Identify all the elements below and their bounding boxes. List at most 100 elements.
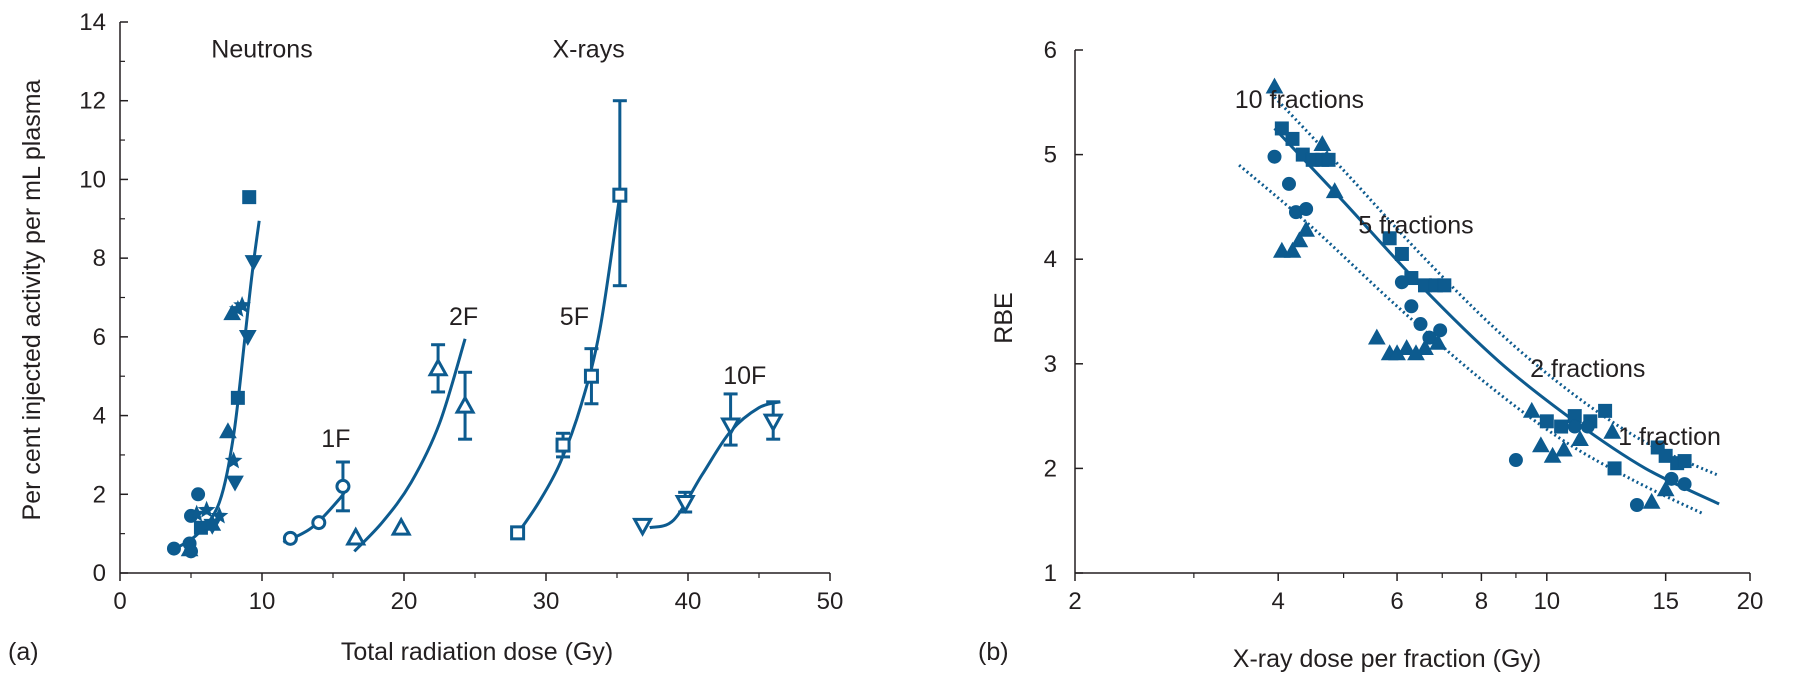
data-point-circle	[1281, 176, 1296, 191]
x-tick-label: 15	[1652, 588, 1679, 615]
data-point-square	[1437, 278, 1452, 293]
data-point-square	[1382, 231, 1397, 246]
data-point-triangle-up	[1603, 422, 1622, 439]
data-point-circle	[282, 530, 298, 546]
data-point-star	[197, 500, 216, 518]
data-point-circle	[311, 515, 327, 531]
data-point-circle	[166, 541, 181, 556]
x-tick-label: 2	[1068, 588, 1081, 615]
data-point-triangle-up	[1555, 440, 1573, 457]
y-tick-label: 3	[1044, 351, 1057, 378]
data-point-circle	[191, 487, 206, 502]
rbe-fit-curve-solid	[1273, 127, 1720, 506]
panel-a-y-axis-title: Per cent injected activity per mL plasma	[18, 79, 46, 520]
x-tick-label: 4	[1272, 588, 1285, 615]
data-point-star	[233, 296, 251, 313]
data-point-triangle-down	[203, 518, 222, 535]
data-point-square	[1677, 454, 1692, 469]
y-tick-label: 6	[93, 324, 106, 351]
data-point-square	[612, 187, 628, 203]
panel-a-series-labels: Neutrons X-rays 1F 2F 5F 10F	[211, 36, 766, 454]
data-point-triangle-up	[1397, 339, 1416, 356]
data-point-circle	[335, 478, 351, 494]
panel-a-x-axis-title: Total radiation dose (Gy)	[341, 638, 613, 666]
data-point-triangle-up	[223, 304, 242, 321]
data-point-star	[224, 451, 243, 469]
panel-b-data-points	[1265, 77, 1692, 513]
data-point-square	[1598, 403, 1613, 418]
y-tick-label: 2	[1044, 455, 1057, 482]
data-point-circle	[1580, 419, 1595, 434]
panel-a: 0 10 20 30 40 50 0 2 4 6 8 10 12 14 Neutrons X-rays 1F 2…	[8, 9, 843, 666]
group-label: X-rays	[552, 36, 624, 64]
data-point-triangle-up	[1272, 241, 1291, 258]
data-point-circle	[1664, 471, 1679, 486]
data-point-circle	[1267, 149, 1282, 164]
panel-b-x-axis-title: X-ray dose per fraction (Gy)	[1233, 645, 1541, 673]
data-point-triangle-up	[345, 526, 367, 546]
fraction-annotation: 10 fractions	[1235, 86, 1364, 114]
data-point-circle	[1433, 323, 1448, 338]
rbe-fit-curve-dotted	[1238, 163, 1704, 515]
data-point-square	[583, 368, 599, 384]
data-point-triangle-up	[1283, 241, 1302, 258]
x-tick-label: 40	[675, 588, 702, 615]
y-tick-label: 4	[93, 403, 106, 430]
data-point-triangle-up	[1429, 333, 1447, 350]
data-point-square	[1321, 152, 1336, 167]
data-point-triangle-up	[454, 394, 476, 414]
data-point-star	[187, 504, 206, 522]
x-tick-label: 20	[1737, 588, 1764, 615]
panel-a-ticks: 0 10 20 30 40 50 0 2 4 6 8 10 12 14	[79, 9, 843, 615]
y-tick-label: 8	[93, 245, 106, 272]
fraction-annotation: 2 fractions	[1530, 355, 1645, 383]
fit-curve-10f	[649, 400, 781, 530]
data-point-square	[510, 525, 526, 541]
x-tick-label: 0	[113, 588, 126, 615]
series-label: 1F	[321, 425, 350, 453]
data-point-triangle-up	[1532, 436, 1550, 453]
x-tick-label: 30	[533, 588, 560, 615]
data-point-square	[1274, 121, 1289, 136]
data-point-circle	[1677, 477, 1692, 492]
data-point-circle	[1394, 275, 1409, 290]
data-point-triangle-down	[632, 517, 654, 537]
fraction-annotation: 1 fraction	[1618, 423, 1721, 451]
panel-b-label: (b)	[978, 638, 1009, 666]
panel-b-y-axis-title: RBE	[990, 292, 1018, 343]
data-point-triangle-up	[1297, 220, 1315, 237]
data-point-circle	[1413, 317, 1428, 332]
data-point-circle	[1508, 453, 1523, 468]
data-point-triangle-up	[1416, 339, 1434, 356]
data-point-circle	[1567, 419, 1582, 434]
y-tick-label: 5	[1044, 142, 1057, 169]
fit-curve-2f	[353, 338, 467, 553]
data-point-triangle-down	[674, 495, 696, 515]
data-point-square	[1658, 448, 1673, 463]
data-point-triangle-up	[1290, 231, 1309, 248]
data-point-triangle-up	[1571, 430, 1589, 447]
data-point-square	[1539, 414, 1554, 429]
data-point-triangle-up	[1367, 328, 1386, 345]
data-point-triangle-down	[762, 413, 784, 433]
data-point-triangle-down	[244, 255, 263, 272]
y-tick-label: 10	[79, 166, 106, 193]
data-point-square	[1394, 246, 1409, 261]
x-tick-label: 8	[1475, 588, 1488, 615]
data-point-square	[1285, 131, 1300, 146]
y-tick-label: 0	[93, 560, 106, 587]
group-label: Neutrons	[211, 36, 312, 64]
x-tick-label: 50	[817, 588, 844, 615]
y-tick-label: 2	[93, 481, 106, 508]
y-tick-label: 14	[79, 9, 106, 36]
data-point-triangle-up	[390, 516, 412, 536]
data-point-triangle-up	[1325, 182, 1344, 199]
rbe-fit-curve-dotted	[1273, 96, 1720, 478]
data-point-triangle-up	[1642, 492, 1661, 509]
data-point-triangle-down	[720, 417, 742, 437]
data-point-triangle-up	[1313, 135, 1332, 152]
data-point-triangle-down	[226, 475, 244, 492]
series-label: 2F	[449, 303, 478, 331]
